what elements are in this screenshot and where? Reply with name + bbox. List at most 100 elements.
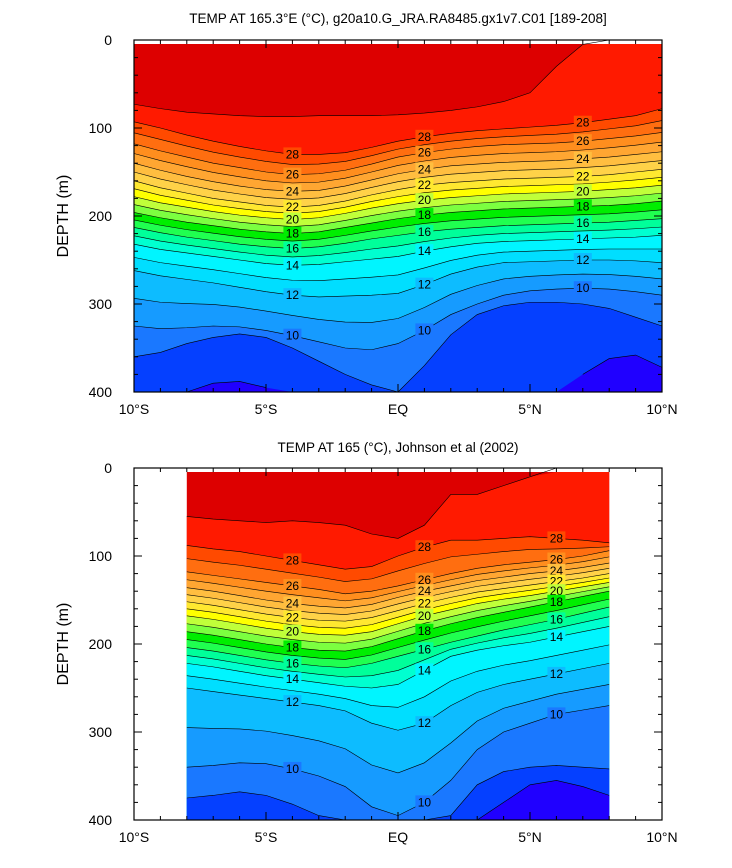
- contour-label-bg: [283, 226, 302, 240]
- isotherm-15: [133, 226, 663, 258]
- contour-label-26: 26: [286, 579, 300, 593]
- isotherm-14: [186, 626, 610, 689]
- contour-label-10: 10: [418, 323, 432, 337]
- contour-label-14: 14: [286, 672, 300, 686]
- contour-label-bg: [283, 695, 302, 709]
- contour-label-bg: [415, 178, 434, 192]
- contour-label-10: 10: [286, 762, 300, 776]
- contour-label-14: 14: [576, 232, 590, 246]
- contour-label-bg: [283, 328, 302, 342]
- isotherm-23: [186, 568, 610, 615]
- contour-label-22: 22: [286, 611, 300, 625]
- isotherm-20: [186, 582, 610, 636]
- contour-label-14: 14: [550, 630, 564, 644]
- isotherm-12: [186, 663, 610, 731]
- contour-label-bg: [283, 624, 302, 638]
- contour-label-bg: [547, 563, 566, 577]
- contour-label-bg: [415, 193, 434, 207]
- contour-label-18: 18: [418, 624, 432, 638]
- contour-label-18: 18: [550, 595, 564, 609]
- top-panel-title: TEMP AT 165.3°E (°C), g20a10.G_JRA.RA848…: [189, 11, 607, 26]
- contour-label-bg: [415, 584, 434, 598]
- x-tick-label: 5°S: [255, 829, 278, 845]
- y-tick-label: 0: [104, 32, 112, 48]
- contour-label-bg: [283, 200, 302, 214]
- contour-label-22: 22: [286, 200, 300, 214]
- contour-label-bg: [573, 115, 592, 129]
- contour-label-14: 14: [418, 244, 432, 258]
- band-below-9: [134, 302, 662, 392]
- contour-label-bg: [573, 134, 592, 148]
- contour-label-20: 20: [576, 184, 590, 198]
- contour-label-14: 14: [418, 663, 432, 677]
- contour-label-14: 14: [286, 258, 300, 272]
- contour-label-26: 26: [418, 573, 432, 587]
- top-panel-y-axis-label: DEPTH (m): [55, 175, 72, 258]
- bottom-panel-title: TEMP AT 165 (°C), Johnson et al (2002): [277, 440, 518, 455]
- contour-label-16: 16: [550, 612, 564, 626]
- x-tick-label: EQ: [388, 829, 408, 845]
- model-temperature-panel: TEMP AT 165.3°E (°C), g20a10.G_JRA.RA848…: [55, 11, 678, 417]
- contour-label-16: 16: [286, 656, 300, 670]
- contour-label-10: 10: [550, 707, 564, 721]
- contour-label-24: 24: [418, 162, 432, 176]
- contour-label-26: 26: [576, 134, 590, 148]
- isotherm-11: [133, 273, 663, 323]
- contour-label-bg: [415, 323, 434, 337]
- y-tick-label: 200: [89, 636, 113, 652]
- contour-label-bg: [283, 672, 302, 686]
- isotherm-13: [186, 644, 610, 708]
- contour-label-12: 12: [418, 278, 432, 292]
- contour-label-bg: [415, 596, 434, 610]
- contour-label-28: 28: [418, 540, 432, 554]
- contour-label-26: 26: [550, 553, 564, 567]
- contour-label-bg: [415, 540, 434, 554]
- y-tick-label: 400: [89, 384, 113, 400]
- contour-label-18: 18: [286, 641, 300, 655]
- top-panel-temperature-bands: [134, 44, 662, 393]
- contour-label-bg: [415, 277, 434, 291]
- contour-label-10: 10: [576, 281, 590, 295]
- contour-label-20: 20: [418, 609, 432, 623]
- contour-label-bg: [283, 656, 302, 670]
- y-tick-label: 100: [89, 120, 113, 136]
- contour-label-bg: [415, 224, 434, 238]
- isotherm-13: [133, 248, 662, 281]
- contour-label-bg: [547, 531, 566, 545]
- y-tick-label: 300: [89, 724, 113, 740]
- contour-label-bg: [283, 184, 302, 198]
- isotherm-18: [186, 590, 610, 652]
- contour-label-24: 24: [286, 184, 300, 198]
- contour-label-12: 12: [418, 716, 432, 730]
- isotherm-19: [133, 192, 663, 227]
- isotherm-8: [477, 780, 610, 821]
- contour-label-bg: [573, 184, 592, 198]
- contour-label-28: 28: [550, 531, 564, 545]
- contour-label-24: 24: [576, 152, 590, 166]
- contour-label-bg: [547, 629, 566, 643]
- contour-label-bg: [573, 169, 592, 183]
- contour-label-bg: [415, 608, 434, 622]
- contour-label-bg: [573, 281, 592, 295]
- contour-label-12: 12: [576, 253, 590, 267]
- contour-label-28: 28: [286, 147, 300, 161]
- contour-label-bg: [283, 596, 302, 610]
- contour-label-bg: [283, 212, 302, 226]
- y-tick-label: 0: [104, 460, 112, 476]
- contour-label-bg: [283, 610, 302, 624]
- contour-label-bg: [283, 761, 302, 775]
- contour-label-16: 16: [418, 225, 432, 239]
- contour-label-bg: [573, 253, 592, 266]
- contour-label-18: 18: [576, 199, 590, 213]
- x-tick-label: 5°N: [518, 829, 542, 845]
- x-tick-label: 10°N: [646, 829, 677, 845]
- isotherm-21: [186, 577, 610, 629]
- contour-label-16: 16: [286, 242, 300, 256]
- contour-label-20: 20: [286, 625, 300, 639]
- contour-label-10: 10: [418, 795, 432, 809]
- top-panel-axes: 10°S 5°S EQ 5°N 10°N 0 100 200 300 400: [89, 32, 678, 417]
- contour-label-bg: [573, 199, 592, 213]
- contour-label-20: 20: [286, 213, 300, 227]
- isotherm-28: [186, 536, 610, 570]
